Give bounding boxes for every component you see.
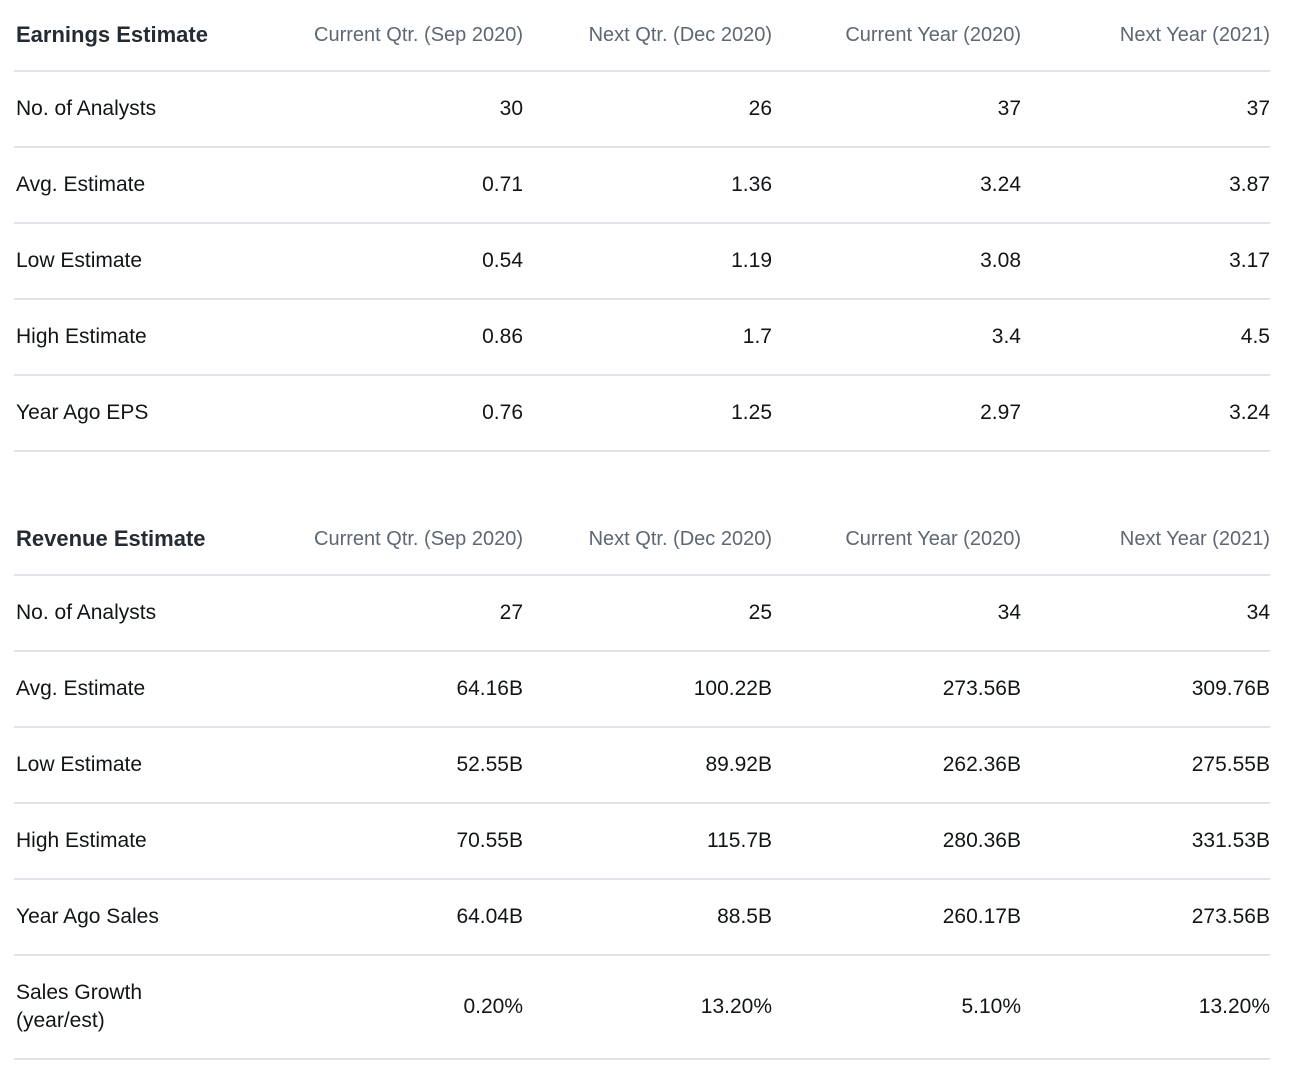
cell-value: 273.56B xyxy=(1021,879,1270,956)
column-header-current-qtr: Current Qtr. (Sep 2020) xyxy=(274,0,523,72)
cell-value: 1.19 xyxy=(523,223,772,300)
cell-value: 280.36B xyxy=(772,803,1021,880)
revenue-table-title: Revenue Estimate xyxy=(14,504,274,576)
cell-value: 3.17 xyxy=(1021,223,1270,300)
row-label: High Estimate xyxy=(14,299,274,376)
cell-value: 0.86 xyxy=(274,299,523,376)
cell-value: 273.56B xyxy=(772,651,1021,728)
table-row: Sales Growth (year/est) 0.20% 13.20% 5.1… xyxy=(14,955,1270,1060)
row-label: No. of Analysts xyxy=(14,575,274,652)
cell-value: 5.10% xyxy=(772,955,1021,1060)
cell-value: 27 xyxy=(274,575,523,652)
table-row: Avg. Estimate 0.71 1.36 3.24 3.87 xyxy=(14,147,1270,224)
row-label: Year Ago EPS xyxy=(14,375,274,452)
cell-value: 115.7B xyxy=(523,803,772,880)
cell-value: 70.55B xyxy=(274,803,523,880)
cell-value: 331.53B xyxy=(1021,803,1270,880)
table-row: Year Ago Sales 64.04B 88.5B 260.17B 273.… xyxy=(14,879,1270,956)
cell-value: 1.7 xyxy=(523,299,772,376)
table-row: No. of Analysts 27 25 34 34 xyxy=(14,575,1270,652)
cell-value: 262.36B xyxy=(772,727,1021,804)
cell-value: 309.76B xyxy=(1021,651,1270,728)
column-header-current-qtr: Current Qtr. (Sep 2020) xyxy=(274,504,523,576)
cell-value: 25 xyxy=(523,575,772,652)
cell-value: 0.71 xyxy=(274,147,523,224)
table-row: High Estimate 70.55B 115.7B 280.36B 331.… xyxy=(14,803,1270,880)
earnings-header-row: Earnings Estimate Current Qtr. (Sep 2020… xyxy=(14,0,1270,72)
table-row: Low Estimate 0.54 1.19 3.08 3.17 xyxy=(14,223,1270,300)
revenue-estimate-table: Revenue Estimate Current Qtr. (Sep 2020)… xyxy=(14,504,1270,1060)
row-label: Low Estimate xyxy=(14,223,274,300)
column-header-current-year: Current Year (2020) xyxy=(772,504,1021,576)
cell-value: 0.54 xyxy=(274,223,523,300)
cell-value: 37 xyxy=(1021,71,1270,148)
cell-value: 26 xyxy=(523,71,772,148)
cell-value: 64.16B xyxy=(274,651,523,728)
cell-value: 4.5 xyxy=(1021,299,1270,376)
table-row: Low Estimate 52.55B 89.92B 262.36B 275.5… xyxy=(14,727,1270,804)
cell-value: 64.04B xyxy=(274,879,523,956)
cell-value: 52.55B xyxy=(274,727,523,804)
cell-value: 100.22B xyxy=(523,651,772,728)
table-row: Year Ago EPS 0.76 1.25 2.97 3.24 xyxy=(14,375,1270,452)
column-header-next-qtr: Next Qtr. (Dec 2020) xyxy=(523,0,772,72)
column-header-next-qtr: Next Qtr. (Dec 2020) xyxy=(523,504,772,576)
cell-value: 3.08 xyxy=(772,223,1021,300)
row-label: No. of Analysts xyxy=(14,71,274,148)
cell-value: 275.55B xyxy=(1021,727,1270,804)
row-label: Year Ago Sales xyxy=(14,879,274,956)
cell-value: 88.5B xyxy=(523,879,772,956)
cell-value: 3.24 xyxy=(1021,375,1270,452)
cell-value: 13.20% xyxy=(523,955,772,1060)
earnings-table-title: Earnings Estimate xyxy=(14,0,274,72)
cell-value: 3.87 xyxy=(1021,147,1270,224)
cell-value: 30 xyxy=(274,71,523,148)
cell-value: 1.36 xyxy=(523,147,772,224)
row-label: Sales Growth (year/est) xyxy=(14,955,274,1060)
table-row: High Estimate 0.86 1.7 3.4 4.5 xyxy=(14,299,1270,376)
column-header-current-year: Current Year (2020) xyxy=(772,0,1021,72)
revenue-header-row: Revenue Estimate Current Qtr. (Sep 2020)… xyxy=(14,504,1270,576)
cell-value: 34 xyxy=(772,575,1021,652)
cell-value: 3.24 xyxy=(772,147,1021,224)
cell-value: 37 xyxy=(772,71,1021,148)
table-row: No. of Analysts 30 26 37 37 xyxy=(14,71,1270,148)
row-label: Avg. Estimate xyxy=(14,147,274,224)
cell-value: 0.76 xyxy=(274,375,523,452)
column-header-next-year: Next Year (2021) xyxy=(1021,0,1270,72)
cell-value: 3.4 xyxy=(772,299,1021,376)
cell-value: 260.17B xyxy=(772,879,1021,956)
earnings-estimate-table: Earnings Estimate Current Qtr. (Sep 2020… xyxy=(14,0,1270,452)
cell-value: 2.97 xyxy=(772,375,1021,452)
column-header-next-year: Next Year (2021) xyxy=(1021,504,1270,576)
row-label: High Estimate xyxy=(14,803,274,880)
cell-value: 13.20% xyxy=(1021,955,1270,1060)
cell-value: 89.92B xyxy=(523,727,772,804)
cell-value: 0.20% xyxy=(274,955,523,1060)
cell-value: 1.25 xyxy=(523,375,772,452)
row-label: Low Estimate xyxy=(14,727,274,804)
table-row: Avg. Estimate 64.16B 100.22B 273.56B 309… xyxy=(14,651,1270,728)
row-label: Avg. Estimate xyxy=(14,651,274,728)
cell-value: 34 xyxy=(1021,575,1270,652)
